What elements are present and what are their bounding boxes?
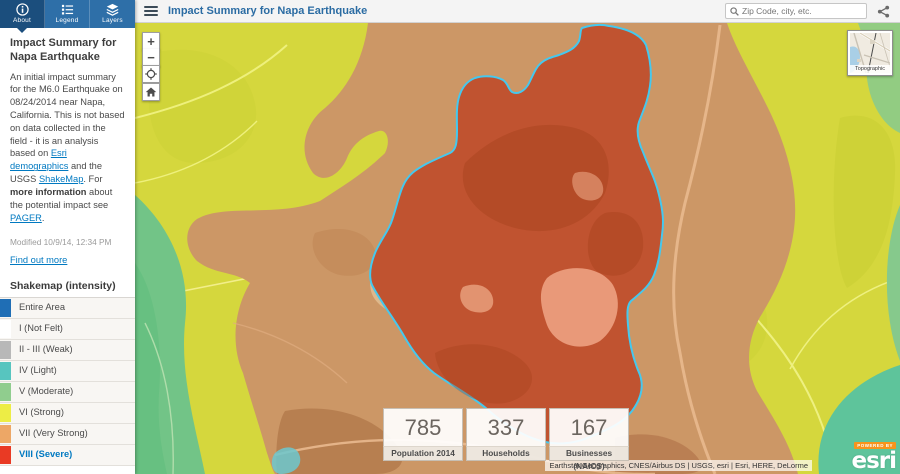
home-button[interactable] [142, 83, 160, 101]
pager-link[interactable]: PAGER [10, 212, 42, 223]
panel-title: Impact Summary for Napa Earthquake [10, 37, 117, 63]
stat-population-label: Population 2014 [383, 446, 463, 461]
tab-layers[interactable]: Layers [90, 0, 135, 28]
stat-businesses: 167 Businesses (NAICS) [549, 408, 629, 471]
search-icon [730, 6, 739, 16]
tab-layers-label: Layers [102, 17, 123, 24]
about-panel: Impact Summary for Napa Earthquake An in… [0, 28, 135, 467]
stat-population-value: 785 [383, 408, 463, 446]
basemap-toggle[interactable]: Topographic [847, 30, 893, 76]
impact-stats: 785 Population 2014 337 Households 167 B… [383, 408, 632, 471]
zoom-in-button[interactable]: + [142, 32, 160, 50]
tab-about[interactable]: About [0, 0, 45, 28]
desc-bold-text: more information [10, 186, 87, 197]
legend-swatch [0, 299, 11, 318]
sidebar: About Legend Layers Impac [0, 0, 135, 474]
stat-businesses-label: Businesses (NAICS) [549, 446, 629, 471]
shakemap-link[interactable]: ShakeMap [38, 174, 84, 185]
map-attribution: Earthstar Geographics, CNES/Airbus DS | … [545, 460, 812, 471]
esri-logo[interactable]: POWERED BY esri [851, 434, 897, 474]
legend-swatch [0, 383, 11, 402]
legend-heading: Shakemap (intensity) [10, 280, 116, 293]
legend-swatch [0, 341, 11, 360]
page-title: Impact Summary for Napa Earthquake [168, 5, 368, 17]
legend-row-moderate[interactable]: V (Moderate) [0, 382, 135, 404]
esri-demographics-link[interactable]: Esri demographics [10, 148, 69, 172]
legend-row-very-strong[interactable]: VII (Very Strong) [0, 424, 135, 446]
basemap-label: Topographic [850, 65, 890, 73]
legend-row-light[interactable]: IV (Light) [0, 361, 135, 383]
menu-icon[interactable] [144, 6, 158, 16]
desc-text: . [41, 212, 45, 223]
legend-swatch [0, 362, 11, 381]
legend-swatch [0, 425, 11, 444]
panel-description: An initial impact summary for the M6.0 E… [10, 71, 125, 225]
share-icon[interactable] [877, 5, 890, 18]
find-out-more-link[interactable]: Find out more [10, 255, 68, 266]
legend-swatch [0, 320, 11, 339]
legend-row-entire-area[interactable]: Entire Area [0, 298, 135, 320]
esri-wordmark: esri [851, 448, 897, 474]
stat-businesses-value: 167 [549, 408, 629, 446]
tab-about-label: About [13, 17, 31, 24]
info-icon [15, 3, 29, 16]
tab-legend[interactable]: Legend [45, 0, 90, 28]
tab-bar: About Legend Layers [0, 0, 135, 28]
legend-row-not-felt[interactable]: I (Not Felt) [0, 319, 135, 341]
layers-icon [106, 3, 119, 16]
legend-row-severe[interactable]: VIII (Severe) [0, 445, 135, 467]
locate-icon [145, 68, 157, 80]
tab-legend-label: Legend [55, 17, 79, 24]
legend-row-strong[interactable]: VI (Strong) [0, 403, 135, 425]
stat-households-label: Households [466, 446, 546, 461]
desc-text: An initial impact summary for the M6.0 E… [10, 71, 125, 159]
powered-by-badge: POWERED BY [854, 442, 896, 450]
legend-row-weak[interactable]: II - III (Weak) [0, 340, 135, 362]
map-canvas[interactable]: + − [135, 23, 900, 474]
desc-text: about the potential impact see [10, 186, 113, 210]
modified-timestamp: Modified 10/9/14, 12:34 PM [10, 237, 112, 248]
shakemap-layers [135, 23, 900, 474]
search-input[interactable] [742, 6, 862, 16]
locate-button[interactable] [142, 65, 160, 83]
stat-households-value: 337 [466, 408, 546, 446]
desc-text: and the USGS [10, 161, 103, 185]
stat-households: 337 Households [466, 408, 546, 461]
legend-list: Entire Area I (Not Felt) II - III (Weak)… [0, 297, 135, 467]
legend-icon [61, 4, 73, 15]
legend-swatch [0, 446, 11, 465]
search-box[interactable] [725, 3, 867, 19]
desc-text: . For [83, 174, 103, 185]
header-bar: Impact Summary for Napa Earthquake [135, 0, 900, 23]
legend-swatch [0, 404, 11, 423]
home-icon [145, 87, 157, 97]
active-tab-pointer [17, 28, 27, 33]
stat-population: 785 Population 2014 [383, 408, 463, 461]
